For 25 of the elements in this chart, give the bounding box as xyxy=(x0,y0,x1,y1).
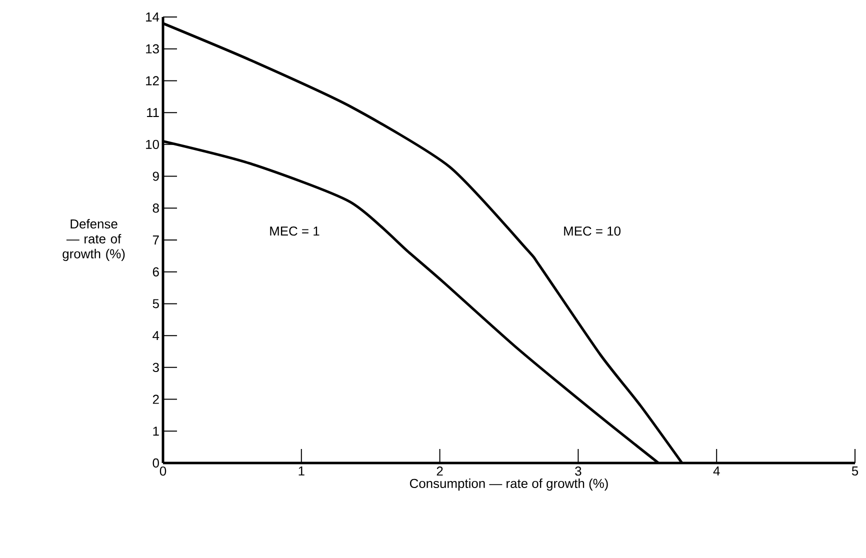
y-tick-label: 7 xyxy=(152,236,159,244)
annotation: MEC = 1 xyxy=(270,226,320,236)
y-tick-label: 4 xyxy=(152,331,160,340)
y-tick-label: 5 xyxy=(152,299,159,308)
y-tick-label: 10 xyxy=(146,140,159,150)
x-axis-title: Consumption — rate of growth (%) xyxy=(410,478,608,491)
y-tick-label: 14 xyxy=(146,12,160,22)
y-tick-label: 8 xyxy=(152,204,159,213)
y-tick-label: 9 xyxy=(152,172,159,181)
annotation: MEC = 10 xyxy=(564,226,620,236)
y-tick-label: 2 xyxy=(152,394,159,404)
y-tick-label: 6 xyxy=(152,267,159,276)
y-tick-label: 3 xyxy=(152,362,159,372)
y-tick-label: 1 xyxy=(153,426,159,436)
y-axis-title: Defense — rate of growth (%) xyxy=(62,219,125,261)
y-tick-label: 11 xyxy=(147,108,159,118)
x-tick-label: 5 xyxy=(852,466,858,476)
x-tick-label: 2 xyxy=(436,466,443,476)
x-tick-label: 1 xyxy=(298,466,304,476)
y-tick-label: 13 xyxy=(146,44,159,54)
x-tick-label: 3 xyxy=(575,466,582,476)
y-tick-label: 12 xyxy=(146,76,159,86)
y-tick-label: 0 xyxy=(152,458,159,468)
x-tick-label: 0 xyxy=(160,466,166,476)
x-tick-label: 4 xyxy=(713,466,720,476)
